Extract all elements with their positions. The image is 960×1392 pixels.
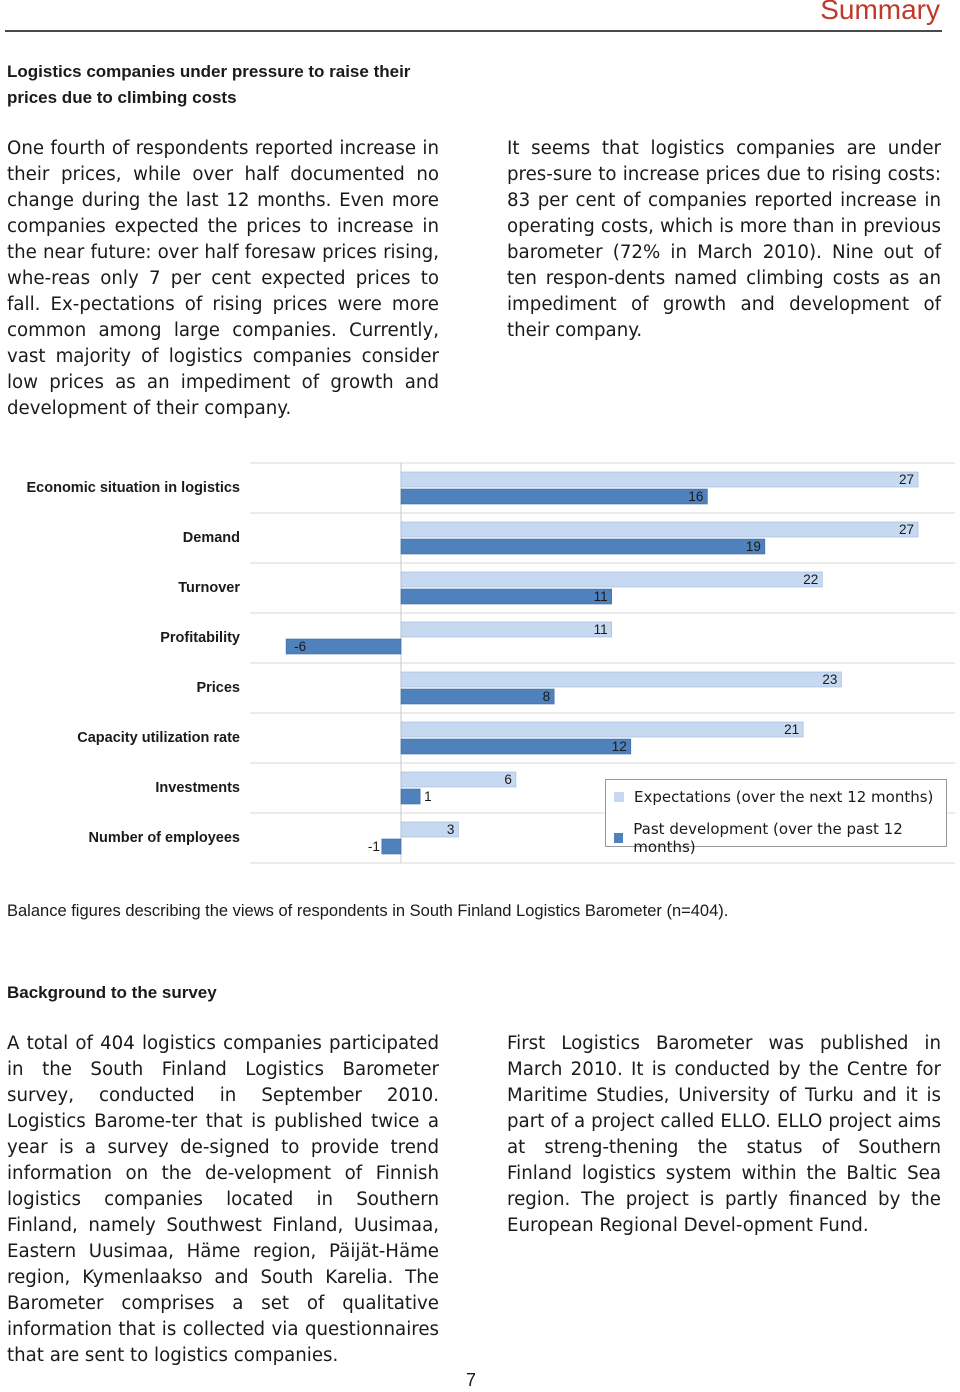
value-label-expectations: 3 xyxy=(447,822,455,837)
bar-expectations xyxy=(400,571,823,588)
value-label-past: 1 xyxy=(424,789,432,804)
legend-item-past: Past development (over the past 12 month… xyxy=(614,820,946,856)
category-label: Investments xyxy=(155,780,240,796)
value-label-expectations: 11 xyxy=(594,622,608,637)
paragraph-background-right: First Logistics Barometer was published … xyxy=(507,1033,941,1236)
bar-past xyxy=(400,738,632,755)
barometer-bar-chart: Economic situation in logistics2716Deman… xyxy=(27,462,955,864)
value-label-expectations: 27 xyxy=(899,472,914,487)
value-label-past: -1 xyxy=(368,839,380,854)
paragraph-prices-right: It seems that logistics companies are un… xyxy=(507,138,941,341)
category-label: Capacity utilization rate xyxy=(77,730,240,746)
bar-expectations xyxy=(400,471,919,488)
value-label-past: 16 xyxy=(688,489,703,504)
value-label-past: 8 xyxy=(543,689,551,704)
bar-expectations xyxy=(400,671,842,688)
page-number: 7 xyxy=(466,1370,477,1390)
category-label: Turnover xyxy=(178,580,240,596)
bar-past xyxy=(400,588,612,605)
bar-expectations xyxy=(400,721,804,738)
bar-past xyxy=(400,688,555,705)
bar-expectations xyxy=(400,771,517,788)
value-label-expectations: 27 xyxy=(899,522,914,537)
category-label: Profitability xyxy=(160,630,240,646)
value-label-expectations: 23 xyxy=(822,672,837,687)
bar-past xyxy=(400,488,708,505)
chart-caption: Balance figures describing the views of … xyxy=(7,902,729,920)
bar-past xyxy=(400,788,421,805)
legend-swatch-past xyxy=(614,833,624,843)
value-label-expectations: 6 xyxy=(504,772,512,787)
legend-label-past: Past development (over the past 12 month… xyxy=(633,820,903,856)
value-label-past: 11 xyxy=(594,589,608,604)
value-label-past: 19 xyxy=(746,539,761,554)
category-label: Prices xyxy=(196,680,240,696)
legend-item-expectations: Expectations (over the next 12 months) xyxy=(614,788,933,806)
category-label: Economic situation in logistics xyxy=(27,480,241,496)
bar-past xyxy=(285,638,402,655)
bar-expectations xyxy=(400,821,459,838)
bar-expectations xyxy=(400,521,919,538)
header-divider xyxy=(5,30,942,32)
bar-expectations xyxy=(400,621,612,638)
bar-past xyxy=(381,838,402,855)
page-header-title: Summary xyxy=(820,0,940,25)
section-heading-background: Background to the survey xyxy=(7,983,217,1002)
paragraph-background-left: A total of 404 logistics companies parti… xyxy=(7,1033,439,1366)
paragraph-prices-left: One fourth of respondents reported incre… xyxy=(7,138,439,419)
category-label: Number of employees xyxy=(89,830,241,846)
value-label-expectations: 21 xyxy=(784,722,799,737)
value-label-expectations: 22 xyxy=(803,572,818,587)
value-label-past: 12 xyxy=(612,739,627,754)
category-label: Demand xyxy=(183,530,240,546)
section-heading-prices: Logistics companies under pressure to ra… xyxy=(7,62,411,107)
value-label-past: -6 xyxy=(294,639,306,654)
bar-past xyxy=(400,538,766,555)
legend-swatch-expectations xyxy=(614,792,624,802)
legend-label-expectations: Expectations (over the next 12 months) xyxy=(634,788,934,806)
chart-legend: Expectations (over the next 12 months) P… xyxy=(605,779,947,856)
